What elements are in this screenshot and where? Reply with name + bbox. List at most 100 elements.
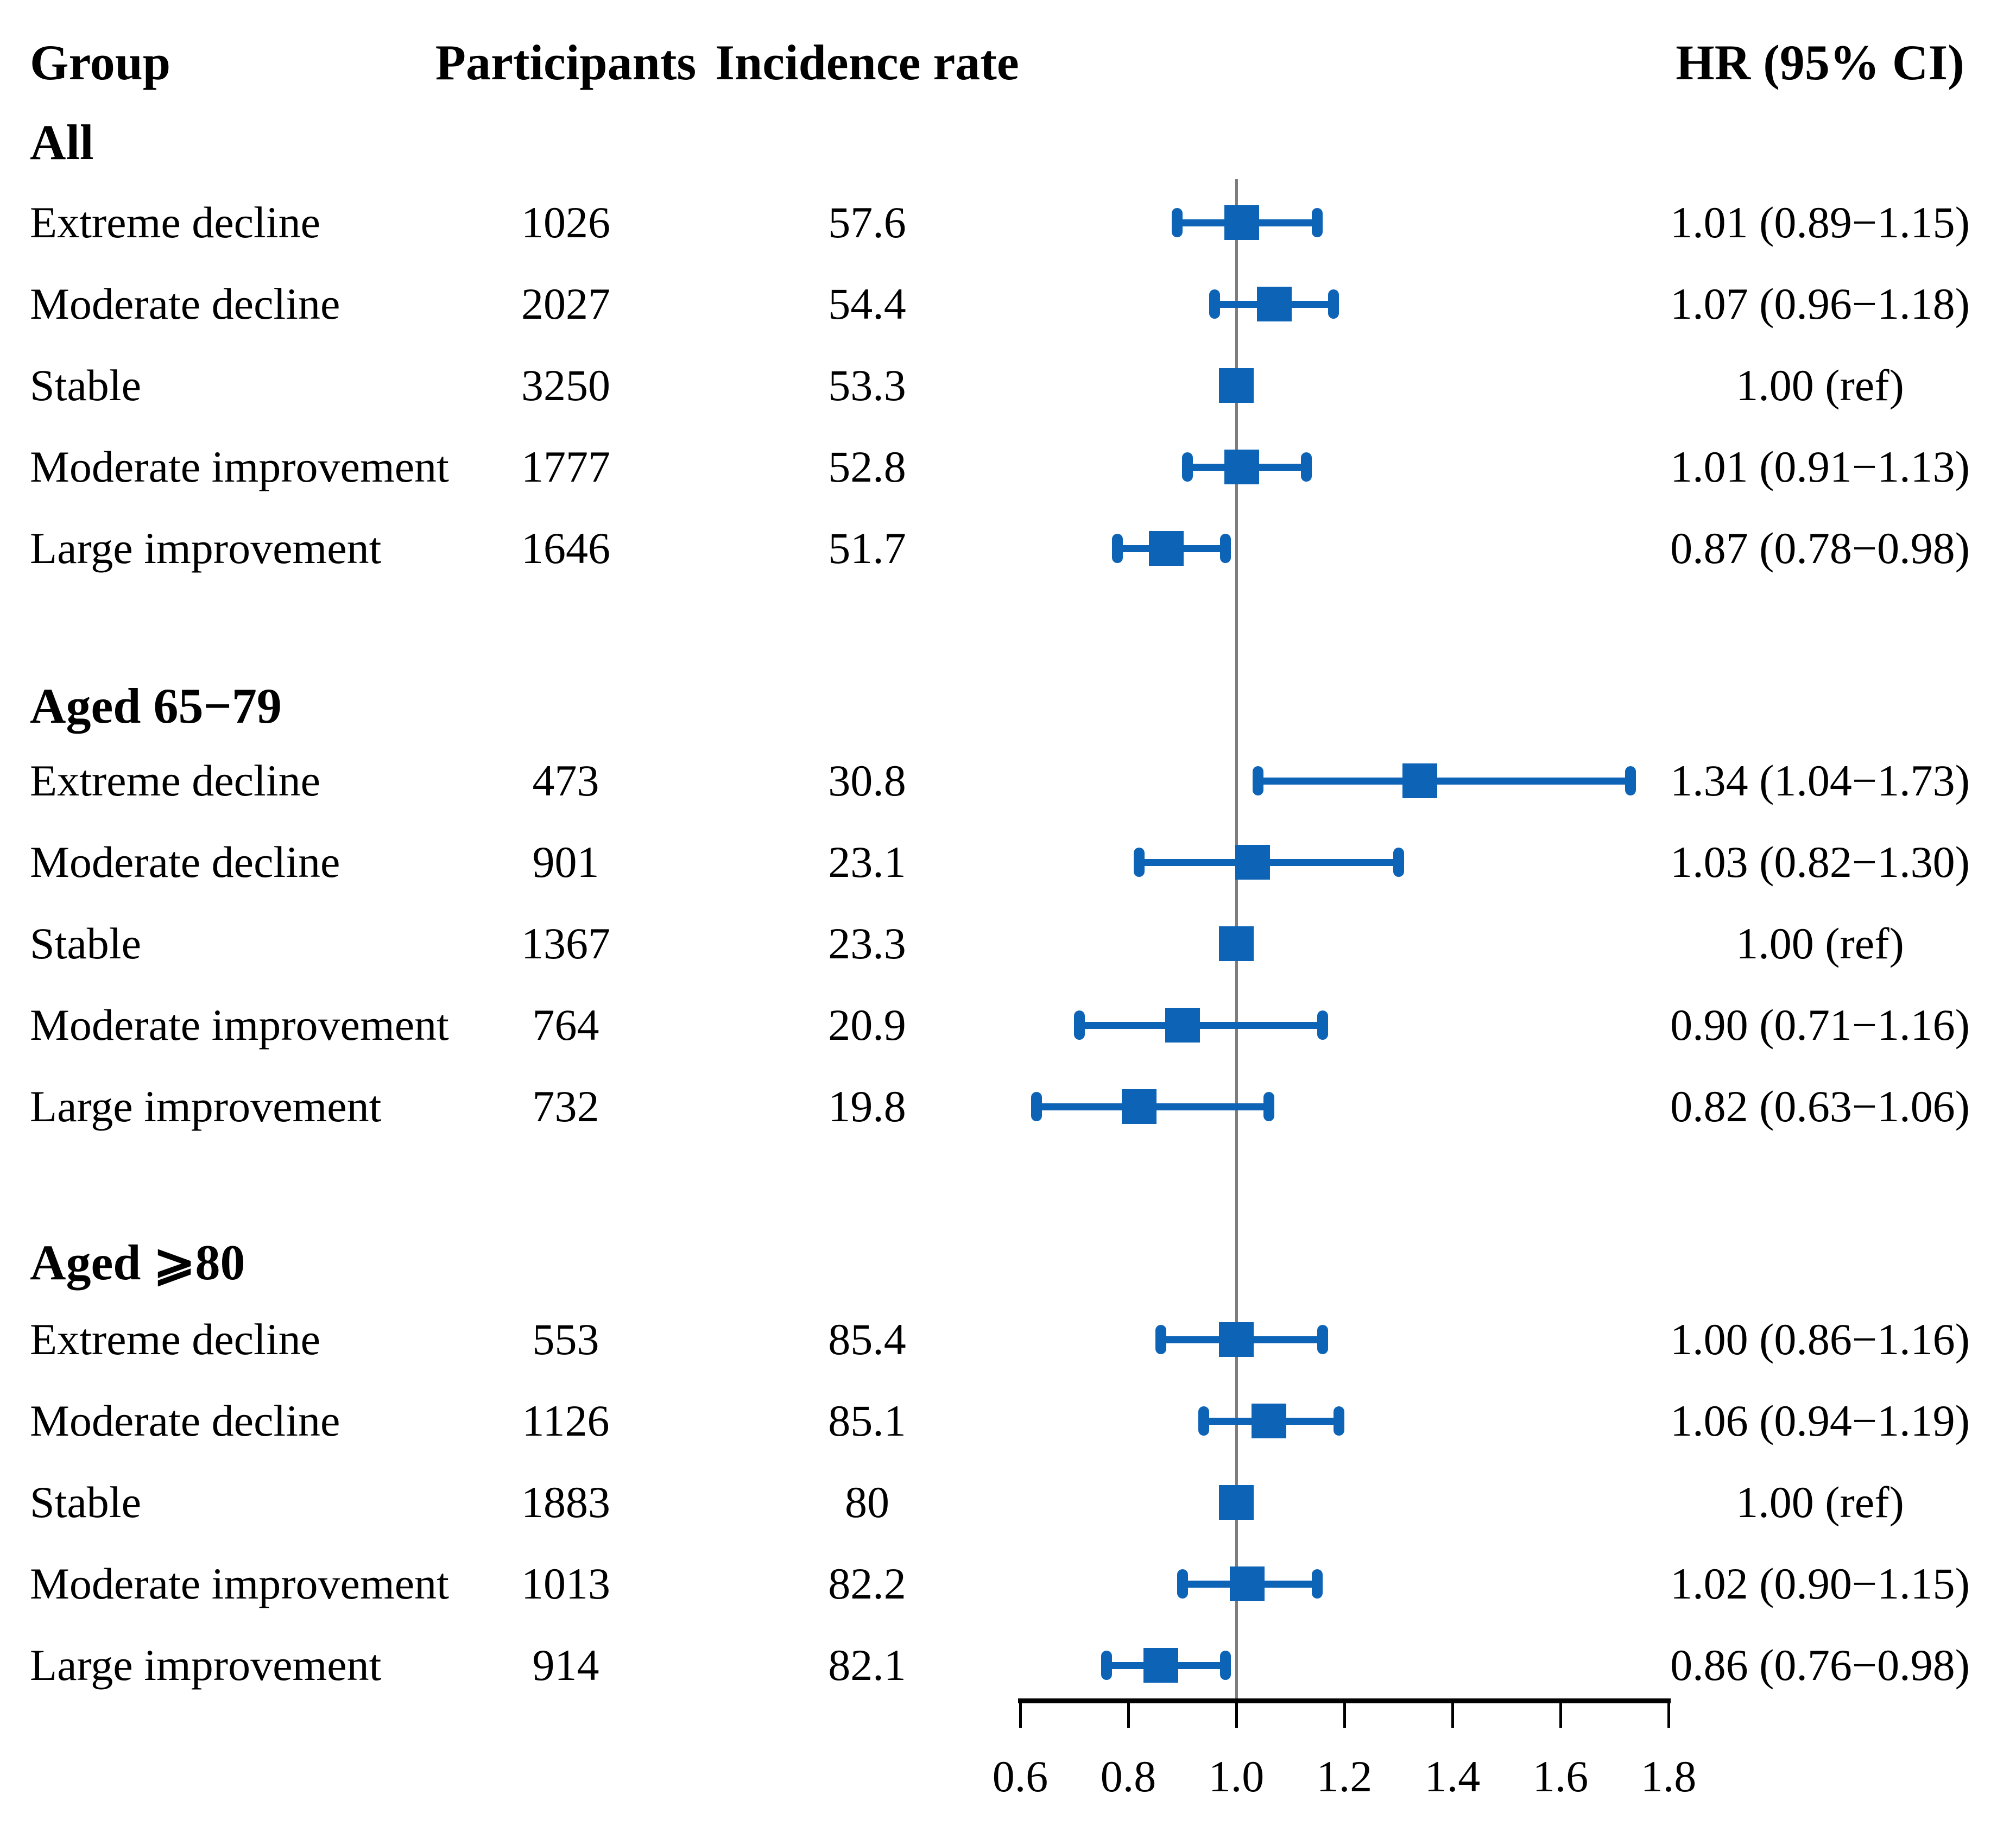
row-participants-value: 473 bbox=[532, 756, 599, 805]
row-participants-value: 764 bbox=[532, 1000, 599, 1050]
row-participants-value: 1026 bbox=[521, 198, 610, 247]
row-group-label: Large improvement bbox=[30, 523, 382, 573]
row-incidence-value: 54.4 bbox=[828, 279, 906, 329]
section-title: Aged 65−79 bbox=[30, 678, 282, 734]
hr-square-marker bbox=[1165, 1008, 1200, 1043]
row-participants-value: 1126 bbox=[522, 1396, 610, 1445]
ci-cap-left bbox=[1198, 1406, 1210, 1436]
row-hr-ci-value: 0.86 (0.76−0.98) bbox=[1670, 1640, 1970, 1690]
row-hr-ci-value: 1.01 (0.91−1.13) bbox=[1670, 442, 1970, 491]
row-incidence-value: 85.4 bbox=[828, 1315, 906, 1364]
ci-whisker-line bbox=[1079, 1021, 1323, 1029]
row-hr-ci-value: 0.90 (0.71−1.16) bbox=[1670, 1000, 1970, 1050]
row-hr-ci-value: 1.00 (ref) bbox=[1736, 361, 1904, 410]
row-group-label: Stable bbox=[30, 919, 141, 968]
row-group-label: Moderate improvement bbox=[30, 442, 449, 491]
ci-cap-left bbox=[1209, 289, 1221, 319]
row-group-label: Moderate decline bbox=[30, 837, 340, 887]
row-hr-ci-value: 1.01 (0.89−1.15) bbox=[1670, 198, 1970, 247]
ci-cap-left bbox=[1074, 1010, 1085, 1040]
x-axis-tick-label: 1.6 bbox=[1532, 1752, 1589, 1801]
ci-cap-left bbox=[1182, 452, 1193, 482]
row-group-label: Stable bbox=[30, 361, 141, 410]
column-header-group: Group bbox=[30, 35, 171, 90]
row-incidence-value: 23.3 bbox=[828, 919, 906, 968]
row-participants-value: 1883 bbox=[521, 1477, 610, 1527]
x-axis-tick bbox=[1235, 1698, 1238, 1728]
row-participants-value: 1646 bbox=[521, 523, 610, 573]
row-group-label: Extreme decline bbox=[30, 756, 321, 805]
hr-square-marker bbox=[1219, 1322, 1254, 1357]
ci-cap-right bbox=[1334, 1406, 1345, 1436]
row-incidence-value: 19.8 bbox=[828, 1082, 906, 1131]
row-hr-ci-value: 1.03 (0.82−1.30) bbox=[1670, 837, 1970, 887]
x-axis-tick bbox=[1343, 1698, 1346, 1728]
ci-cap-right bbox=[1263, 1092, 1274, 1121]
row-participants-value: 914 bbox=[532, 1640, 599, 1690]
row-group-label: Moderate improvement bbox=[30, 1559, 449, 1608]
ci-cap-left bbox=[1155, 1325, 1166, 1354]
ci-cap-right bbox=[1393, 848, 1404, 877]
row-incidence-value: 57.6 bbox=[828, 198, 906, 247]
x-axis-tick-label: 0.8 bbox=[1100, 1752, 1156, 1801]
column-header-hr-ci: HR (95% CI) bbox=[1676, 35, 1964, 90]
row-group-label: Extreme decline bbox=[30, 1315, 321, 1364]
ci-cap-left bbox=[1101, 1651, 1113, 1680]
ci-whisker-line bbox=[1257, 777, 1631, 785]
x-axis-tick bbox=[1667, 1698, 1670, 1728]
row-hr-ci-value: 1.02 (0.90−1.15) bbox=[1670, 1559, 1970, 1608]
row-hr-ci-value: 0.87 (0.78−0.98) bbox=[1670, 523, 1970, 573]
x-axis-tick bbox=[1451, 1698, 1454, 1728]
row-hr-ci-value: 1.06 (0.94−1.19) bbox=[1670, 1396, 1970, 1445]
hr-square-marker bbox=[1219, 1485, 1254, 1520]
hr-square-marker bbox=[1224, 205, 1259, 240]
ci-cap-left bbox=[1031, 1092, 1042, 1121]
hr-square-marker bbox=[1143, 1648, 1178, 1683]
row-incidence-value: 53.3 bbox=[828, 361, 906, 410]
x-axis-tick-label: 1.8 bbox=[1640, 1752, 1697, 1801]
column-header-participants: Participants bbox=[435, 35, 697, 90]
hr-square-marker bbox=[1251, 1404, 1286, 1438]
row-group-label: Large improvement bbox=[30, 1640, 382, 1690]
row-incidence-value: 51.7 bbox=[828, 523, 906, 573]
row-hr-ci-value: 1.00 (ref) bbox=[1736, 919, 1904, 968]
x-axis-tick bbox=[1127, 1698, 1130, 1728]
row-participants-value: 553 bbox=[532, 1315, 599, 1364]
row-group-label: Moderate decline bbox=[30, 1396, 340, 1445]
row-group-label: Large improvement bbox=[30, 1082, 382, 1131]
hr-square-marker bbox=[1219, 368, 1254, 403]
row-hr-ci-value: 1.00 (0.86−1.16) bbox=[1670, 1315, 1970, 1364]
hr-square-marker bbox=[1224, 450, 1259, 484]
ci-cap-left bbox=[1112, 534, 1123, 563]
row-group-label: Moderate decline bbox=[30, 279, 340, 329]
row-group-label: Moderate improvement bbox=[30, 1000, 449, 1050]
ci-cap-right bbox=[1220, 534, 1231, 563]
x-axis-tick bbox=[1559, 1698, 1562, 1728]
row-incidence-value: 23.1 bbox=[828, 837, 906, 887]
row-incidence-value: 52.8 bbox=[828, 442, 906, 491]
ci-cap-left bbox=[1177, 1569, 1188, 1599]
row-incidence-value: 80 bbox=[845, 1477, 889, 1527]
row-participants-value: 901 bbox=[532, 837, 599, 887]
ci-cap-right bbox=[1328, 289, 1339, 319]
column-header-incidence-rate: Incidence rate bbox=[715, 35, 1019, 90]
row-group-label: Extreme decline bbox=[30, 198, 321, 247]
row-incidence-value: 82.1 bbox=[828, 1640, 906, 1690]
hr-square-marker bbox=[1229, 1566, 1265, 1601]
row-participants-value: 1013 bbox=[521, 1559, 610, 1608]
row-participants-value: 1367 bbox=[521, 919, 610, 968]
hr-square-marker bbox=[1256, 287, 1292, 321]
section-title: Aged ⩾80 bbox=[30, 1235, 245, 1290]
x-axis-tick bbox=[1019, 1698, 1022, 1728]
hr-square-marker bbox=[1121, 1089, 1156, 1124]
ci-cap-left bbox=[1171, 208, 1183, 237]
row-hr-ci-value: 1.00 (ref) bbox=[1736, 1477, 1904, 1527]
row-incidence-value: 30.8 bbox=[828, 756, 906, 805]
section-title: All bbox=[30, 115, 94, 170]
hr-square-marker bbox=[1235, 845, 1270, 880]
row-group-label: Stable bbox=[30, 1477, 141, 1527]
hr-square-marker bbox=[1148, 531, 1184, 566]
ci-cap-right bbox=[1317, 1325, 1329, 1354]
row-participants-value: 732 bbox=[532, 1082, 599, 1131]
